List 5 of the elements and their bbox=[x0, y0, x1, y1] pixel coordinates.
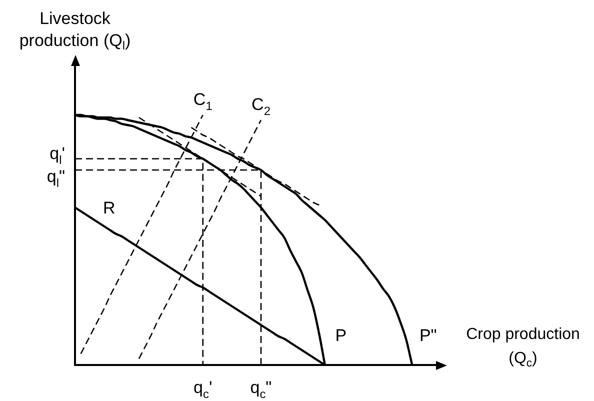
x-axis-title: Crop production (Q$_{c}$) bbox=[465, 325, 581, 371]
series-label: P" bbox=[419, 326, 437, 346]
series-label: P bbox=[335, 326, 347, 346]
series-label: R bbox=[103, 198, 116, 218]
y-axis-title: Livestock production (Q$_{l}$) bbox=[18, 8, 132, 53]
